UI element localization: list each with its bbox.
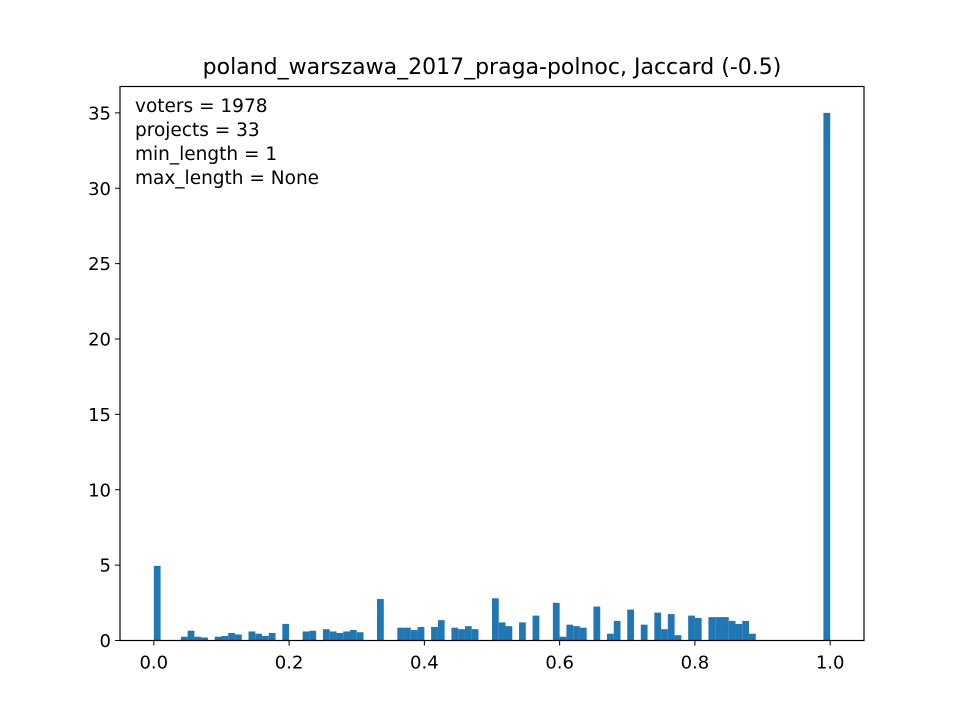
histogram-bar [234,634,242,641]
histogram-bar [201,637,208,641]
y-tick-label: 25 [88,254,111,275]
histogram-bar [661,629,668,641]
y-tick-label: 0 [100,631,111,652]
histogram-bar [674,635,682,641]
x-tick-label: 0.0 [139,653,168,674]
annotation-max-length: max_length = None [135,168,319,189]
histogram-bar [721,617,729,641]
histogram-bar [579,627,587,641]
histogram-bar [505,626,513,641]
histogram-bar [823,112,831,641]
y-tick-label: 15 [88,405,111,426]
histogram-bar [187,630,195,641]
histogram-bar [437,620,445,641]
histogram-bar [228,632,235,641]
y-tick-label: 5 [100,556,111,577]
annotation-projects: projects = 33 [135,120,260,141]
y-tick-label: 10 [88,480,111,501]
histogram-bar [458,629,465,641]
histogram-bar [268,632,276,641]
histogram-bar [735,623,743,641]
histogram-bar [377,599,384,641]
histogram-bar [708,617,716,641]
histogram-bar [667,614,675,641]
histogram-bar [282,623,290,641]
histogram-bar [397,627,405,641]
y-axis-ticks: 0 5 10 15 20 25 30 35 [88,103,120,652]
histogram-bar [410,629,418,641]
histogram-bar [255,633,263,641]
x-tick-label: 1.0 [816,653,845,674]
histogram-bar [153,565,161,641]
histogram-bar [349,629,357,641]
histogram-bar [613,620,621,641]
histogram-bar [519,622,526,641]
histogram-bar [498,622,506,641]
histogram-bar [194,636,202,641]
histogram-bar [471,629,479,641]
histogram-bar [552,602,560,641]
histogram-bar [627,609,635,641]
histogram-bar [329,631,337,641]
y-tick-label: 30 [88,179,111,200]
histogram-bar [221,635,229,641]
histogram-bar [451,627,459,641]
histogram-bar [715,617,722,641]
histogram-bar [464,626,472,641]
histogram-bar [654,612,662,641]
histogram-bar [322,629,330,641]
histogram-bar [593,606,601,641]
histogram-bar [728,620,736,641]
x-axis-ticks: 0.0 0.2 0.4 0.6 0.8 1.0 [139,640,845,674]
plot-area-frame [119,85,865,642]
histogram-bar [343,631,350,641]
x-tick-label: 0.6 [545,653,574,674]
x-tick-label: 0.2 [275,653,304,674]
bars-group [153,112,831,641]
annotation-voters: voters = 1978 [135,96,268,117]
histogram-bar [749,633,756,641]
histogram-bar [404,627,411,641]
histogram-bar [214,636,222,641]
histogram-bar [302,631,310,641]
x-tick-label: 0.8 [681,653,710,674]
histogram-bar [566,624,574,641]
histogram-bar [742,620,750,641]
y-tick-label: 20 [88,330,111,351]
x-tick-label: 0.4 [410,653,439,674]
histogram-bar [431,626,438,641]
histogram-bar [180,636,188,641]
histogram-bar [417,626,425,641]
histogram-bar [573,626,580,641]
histogram-bar [262,635,269,641]
histogram-bar [248,631,256,641]
histogram-bar [688,615,695,641]
histogram-bar [640,624,648,641]
histogram-bar [356,632,364,641]
y-tick-label: 35 [88,103,111,124]
annotation-min-length: min_length = 1 [135,144,277,165]
annotation-box: voters = 1978 projects = 33 min_length =… [135,96,319,189]
histogram-bar [309,630,317,641]
histogram-bar [492,598,499,641]
histogram-bar [694,617,702,641]
histogram-bar [532,615,540,641]
histogram-bar [606,633,614,641]
chart-title: poland_warszawa_2017_praga-polnoc, Jacca… [203,55,782,80]
histogram-bar [336,632,344,641]
histogram-bar [559,636,567,641]
